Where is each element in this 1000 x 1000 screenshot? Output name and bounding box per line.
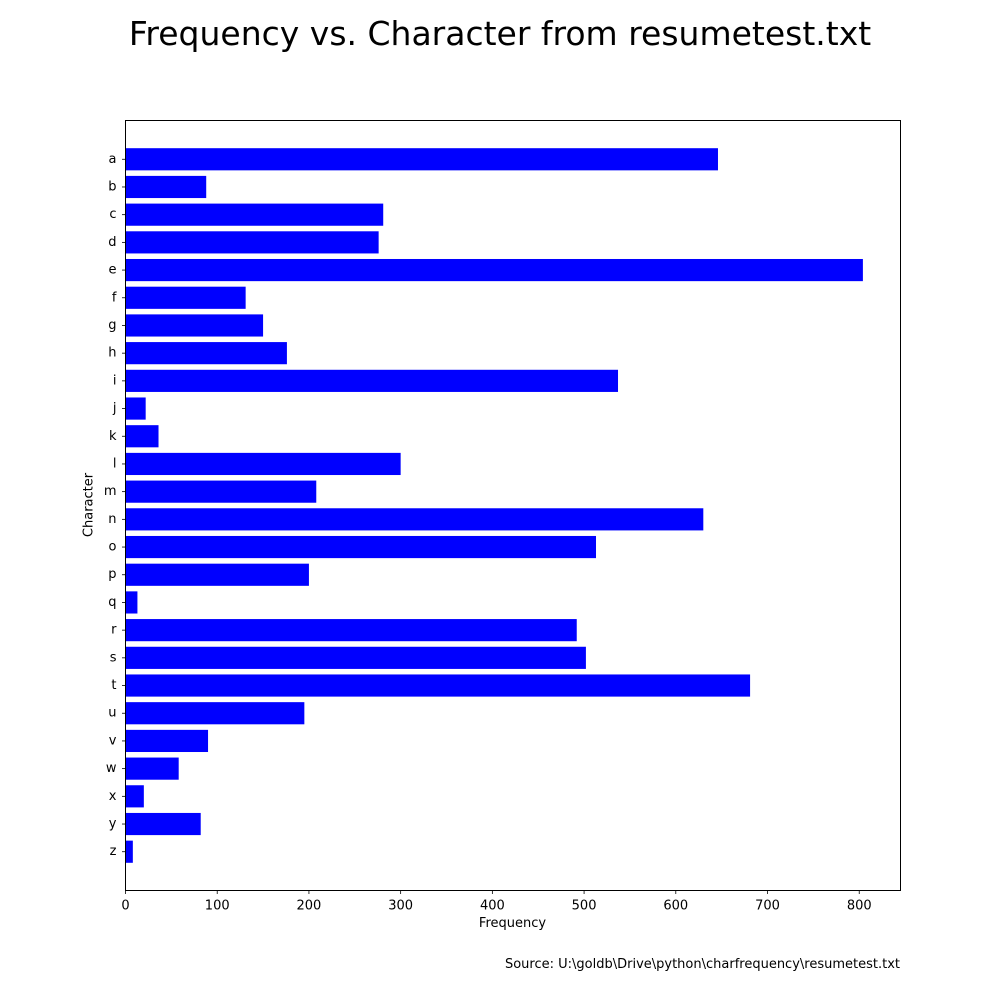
y-tick-label: z	[110, 844, 117, 859]
y-tick-label: f	[112, 290, 117, 305]
y-tick-label: y	[109, 817, 117, 832]
y-tick-label: r	[111, 623, 117, 638]
x-tick-label: 400	[480, 899, 505, 914]
plot-frame	[125, 120, 901, 891]
x-tick-label: 500	[572, 899, 597, 914]
y-tick-label: g	[108, 318, 116, 333]
bar-w	[125, 757, 179, 780]
x-tick-label: 600	[663, 899, 688, 914]
y-tick-label: l	[113, 456, 117, 471]
y-axis-label: Character	[81, 472, 97, 538]
source-caption: Source: U:\goldb\Drive\python\charfreque…	[504, 957, 900, 972]
chart-title: Frequency vs. Character from resumetest.…	[128, 14, 872, 53]
x-tick-label: 700	[755, 899, 780, 914]
x-tick-label: 800	[847, 899, 872, 914]
bar-r	[125, 619, 577, 642]
bar-v	[125, 729, 209, 753]
y-tick-label: o	[109, 540, 117, 555]
y-tick-label: p	[108, 567, 116, 582]
bar-d	[125, 231, 379, 254]
bar-c	[125, 203, 384, 226]
y-tick-label: s	[110, 650, 117, 665]
x-axis-label: Frequency	[478, 916, 547, 931]
y-tick-label: b	[108, 179, 116, 194]
bar-g	[125, 314, 264, 337]
x-tick-label: 200	[297, 899, 322, 914]
y-tick-label: q	[108, 595, 116, 610]
x-axis-ticks: 0 100 200 300 400 500 600 700 800	[121, 890, 872, 914]
bar-x	[125, 785, 144, 808]
y-tick-label: w	[106, 761, 117, 776]
y-tick-label: c	[109, 207, 116, 222]
y-tick-label: h	[108, 346, 116, 361]
bar-z	[125, 840, 133, 863]
bar-m	[125, 480, 317, 503]
y-tick-label: k	[109, 429, 117, 444]
y-tick-label: e	[109, 263, 117, 278]
y-tick-label: x	[109, 789, 117, 804]
bar-j	[125, 397, 146, 420]
y-tick-label: v	[109, 733, 117, 748]
bar-e	[125, 258, 863, 282]
bar-b	[125, 175, 207, 199]
bar-t	[125, 674, 751, 697]
y-tick-label: d	[108, 235, 116, 250]
bar-p	[125, 563, 309, 586]
bar-f	[125, 286, 246, 309]
bar-k	[125, 425, 159, 448]
y-tick-label: u	[108, 706, 116, 721]
bar-n	[125, 508, 704, 531]
y-tick-label: n	[108, 512, 116, 527]
bar-a	[125, 148, 718, 171]
bar-u	[125, 702, 305, 725]
y-tick-label: a	[109, 152, 117, 167]
bar-h	[125, 342, 287, 365]
x-tick-label: 0	[121, 899, 129, 914]
x-tick-label: 300	[388, 899, 413, 914]
x-tick-label: 100	[205, 899, 230, 914]
y-tick-label: m	[104, 484, 117, 499]
y-tick-label: t	[111, 678, 116, 693]
bar-q	[125, 591, 138, 614]
bar-y	[125, 812, 201, 836]
bar-l	[125, 452, 401, 476]
y-tick-label: i	[113, 373, 117, 388]
bar-i	[125, 369, 619, 392]
bar-o	[125, 535, 597, 559]
bar-s	[125, 646, 586, 669]
bars-group	[125, 148, 863, 863]
y-tick-label: j	[112, 401, 117, 416]
